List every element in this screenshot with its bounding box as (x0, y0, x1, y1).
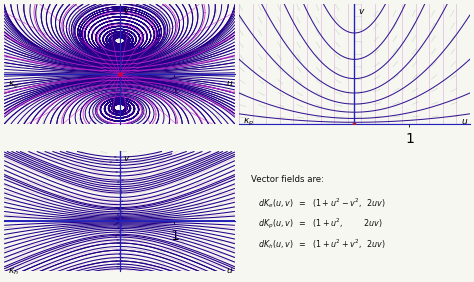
Text: u: u (227, 79, 232, 88)
FancyArrowPatch shape (131, 32, 132, 33)
Text: Vector fields are:: Vector fields are: (251, 175, 324, 184)
Text: $dK_e(u,v)$  $=$  $(1+u^2-v^2,\;\;2uv)$: $dK_e(u,v)$ $=$ $(1+u^2-v^2,\;\;2uv)$ (257, 196, 385, 210)
FancyArrowPatch shape (115, 110, 116, 111)
Text: u: u (461, 117, 467, 126)
Text: $\kappa_e$: $\kappa_e$ (8, 79, 19, 90)
FancyArrowPatch shape (115, 113, 116, 114)
Text: $\kappa_p$: $\kappa_p$ (243, 117, 254, 128)
FancyArrowPatch shape (128, 34, 129, 35)
FancyArrowPatch shape (114, 120, 116, 121)
FancyArrowPatch shape (132, 22, 134, 23)
Text: u: u (227, 266, 232, 276)
FancyArrowPatch shape (127, 17, 129, 18)
FancyArrowPatch shape (127, 24, 129, 25)
Text: $\kappa_h$: $\kappa_h$ (8, 266, 19, 277)
Text: v: v (123, 154, 129, 163)
Text: $dK_h(u,v)$  $=$  $(1+u^2+v^2,\;\;2uv)$: $dK_h(u,v)$ $=$ $(1+u^2+v^2,\;\;2uv)$ (257, 237, 386, 250)
Text: $dK_p(u,v)$  $=$  $(1+u^2,\qquad\;\;2uv)$: $dK_p(u,v)$ $=$ $(1+u^2,\qquad\;\;2uv)$ (257, 216, 383, 231)
Text: v: v (123, 6, 129, 15)
Text: v: v (358, 6, 364, 16)
